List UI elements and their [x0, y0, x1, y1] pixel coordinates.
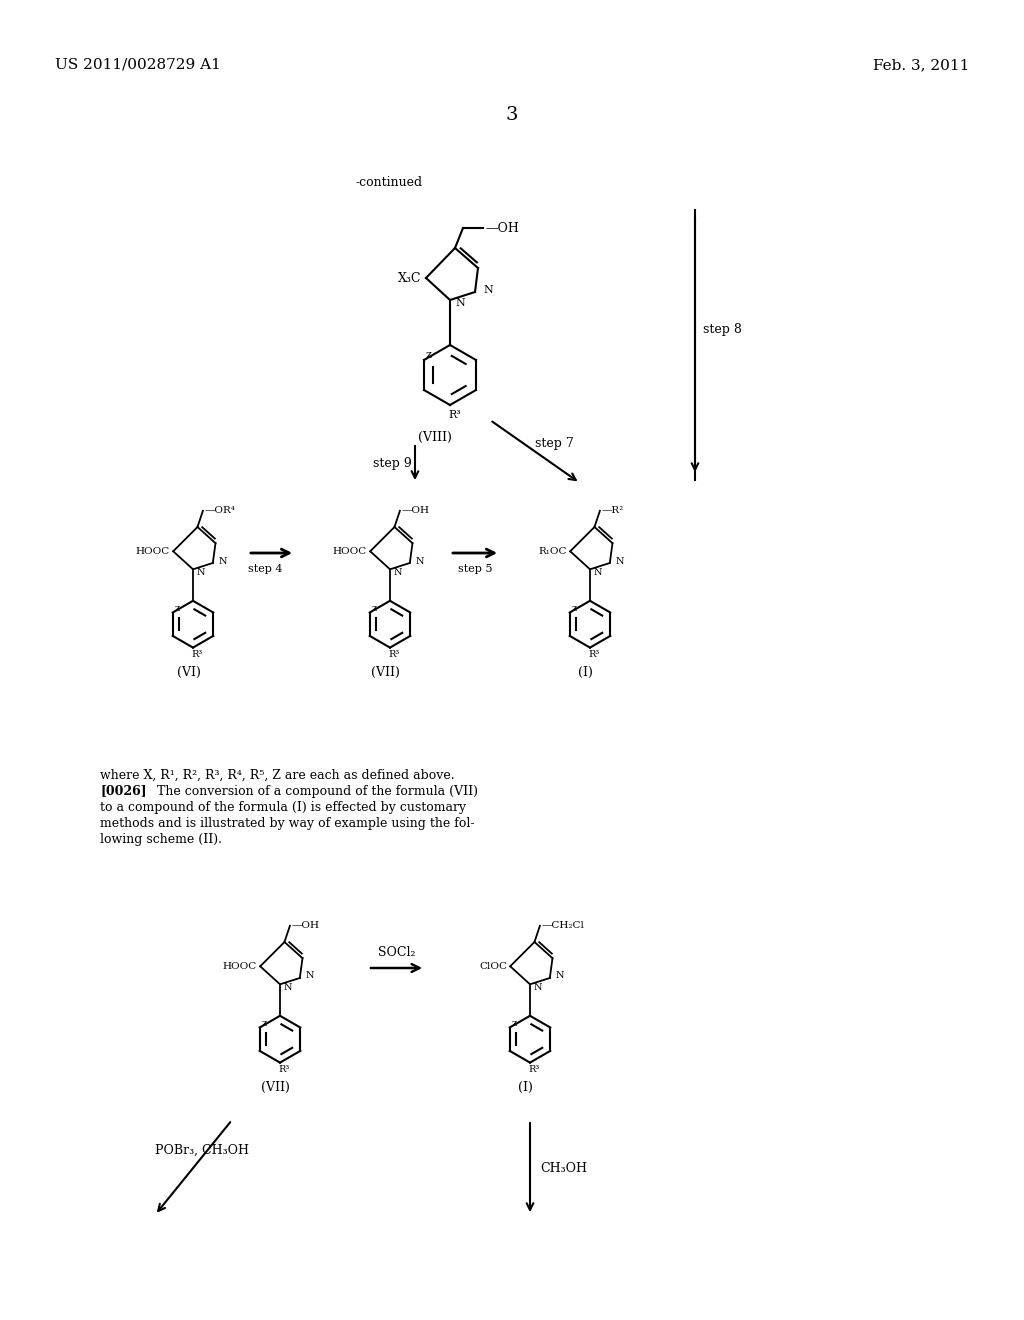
Text: step 4: step 4 — [248, 564, 283, 574]
Text: R³: R³ — [588, 651, 599, 659]
Text: (VII): (VII) — [371, 667, 400, 680]
Text: z: z — [174, 605, 179, 614]
Text: US 2011/0028729 A1: US 2011/0028729 A1 — [55, 58, 221, 73]
Text: —OH: —OH — [401, 507, 430, 515]
Text: step 7: step 7 — [535, 437, 573, 450]
Text: N: N — [306, 972, 314, 981]
Text: (I): (I) — [518, 1081, 532, 1094]
Text: —OH: —OH — [485, 222, 519, 235]
Text: -continued: -continued — [355, 177, 422, 190]
Text: HOOC: HOOC — [333, 546, 368, 556]
Text: HOOC: HOOC — [136, 546, 170, 556]
Text: CH₃OH: CH₃OH — [540, 1162, 587, 1175]
Text: —OR⁴: —OR⁴ — [205, 507, 236, 515]
Text: —CH₂Cl: —CH₂Cl — [542, 921, 585, 931]
Text: z: z — [571, 605, 577, 614]
Text: R³: R³ — [388, 651, 399, 659]
Text: z: z — [372, 605, 377, 614]
Text: R³: R³ — [278, 1065, 289, 1074]
Text: N: N — [197, 568, 206, 577]
Text: (VII): (VII) — [261, 1081, 290, 1094]
Text: N: N — [556, 972, 564, 981]
Text: HOOC: HOOC — [223, 962, 257, 970]
Text: —OH: —OH — [292, 921, 319, 931]
Text: N: N — [416, 557, 424, 565]
Text: R³: R³ — [528, 1065, 540, 1074]
Text: where X, R¹, R², R³, R⁴, R⁵, Z are each as defined above.: where X, R¹, R², R³, R⁴, R⁵, Z are each … — [100, 768, 455, 781]
Text: methods and is illustrated by way of example using the fol-: methods and is illustrated by way of exa… — [100, 817, 474, 829]
Text: step 5: step 5 — [458, 564, 493, 574]
Text: N: N — [594, 568, 602, 577]
Text: SOCl₂: SOCl₂ — [378, 945, 416, 958]
Text: (I): (I) — [579, 667, 593, 680]
Text: N: N — [615, 557, 625, 565]
Text: R₁OC: R₁OC — [539, 546, 567, 556]
Text: step 8: step 8 — [703, 323, 741, 337]
Text: 3: 3 — [506, 106, 518, 124]
Text: X₃C: X₃C — [397, 272, 421, 285]
Text: ClOC: ClOC — [479, 962, 507, 970]
Text: N: N — [483, 285, 493, 294]
Text: to a compound of the formula (I) is effected by customary: to a compound of the formula (I) is effe… — [100, 800, 466, 813]
Text: z: z — [425, 350, 431, 360]
Text: step 9: step 9 — [373, 457, 412, 470]
Text: N: N — [534, 983, 543, 991]
Text: Feb. 3, 2011: Feb. 3, 2011 — [872, 58, 969, 73]
Text: N: N — [284, 983, 293, 991]
Text: (VIII): (VIII) — [418, 430, 452, 444]
Text: z: z — [261, 1019, 266, 1028]
Text: R³: R³ — [449, 411, 462, 420]
Text: [0026]: [0026] — [100, 784, 146, 797]
Text: lowing scheme (II).: lowing scheme (II). — [100, 833, 222, 846]
Text: z: z — [511, 1019, 516, 1028]
Text: —R²: —R² — [602, 507, 625, 515]
Text: N: N — [394, 568, 402, 577]
Text: N: N — [455, 298, 465, 308]
Text: (VI): (VI) — [176, 667, 201, 680]
Text: POBr₃, CH₃OH: POBr₃, CH₃OH — [155, 1143, 249, 1156]
Text: The conversion of a compound of the formula (VII): The conversion of a compound of the form… — [145, 784, 478, 797]
Text: R³: R³ — [190, 651, 202, 659]
Text: N: N — [219, 557, 227, 565]
